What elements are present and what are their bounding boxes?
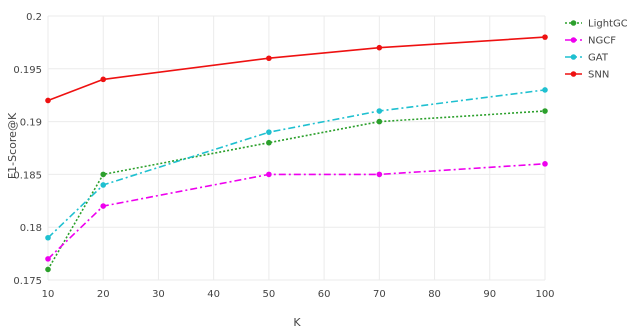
legend-label: NGCF [588,36,616,47]
x-tick-label: 70 [373,289,386,300]
legend-label: SNN [588,70,609,81]
data-point-lightgcn [376,118,383,125]
y-tick-label: 0.2 [26,12,42,23]
x-tick-label: 90 [483,289,496,300]
data-point-ngcf [542,161,548,167]
data-point-lightgcn [266,139,272,146]
x-tick-label: 50 [263,289,276,300]
series-lines [47,36,546,270]
legend-item-snn[interactable]: SNN [565,70,609,81]
x-tick-label: 80 [428,289,441,300]
legend-marker [570,37,577,43]
series-line-gat [47,89,546,239]
x-axis-title: K [293,316,301,329]
y-tick-label: 0.19 [20,118,42,129]
data-point-snn [542,34,548,40]
data-point-snn [45,97,51,104]
x-tick-label: 30 [152,289,165,300]
series-line-lightgcn [47,110,546,270]
data-point-lightgcn [542,108,548,114]
data-point-gat [266,129,272,135]
y-tick-label: 0.18 [20,223,42,234]
legend-marker [570,71,577,77]
y-axis-ticks: 0.175 0.18 0.185 0.19 0.195 0.2 [13,12,42,287]
legend-item-gat[interactable]: GAT [565,53,609,64]
y-tick-label: 0.185 [13,170,42,181]
legend-marker [570,54,577,60]
data-point-gat [45,234,51,241]
x-tick-label: 20 [97,289,110,300]
data-point-lightgcn [45,266,51,273]
x-tick-label: 60 [318,289,331,300]
data-point-ngcf [266,171,272,178]
y-tick-label: 0.195 [13,65,42,76]
series-markers [45,34,548,273]
y-tick-label: 0.175 [13,276,42,287]
data-point-ngcf [100,203,107,209]
y-axis-title: F1-Score@K [6,112,19,179]
data-point-ngcf [376,171,383,178]
data-point-lightgcn [100,171,107,178]
data-point-snn [266,55,272,62]
legend-label: GAT [588,53,609,64]
data-point-snn [100,76,107,83]
data-point-gat [376,108,383,114]
data-point-gat [542,87,548,93]
data-point-ngcf [45,256,51,262]
x-tick-label: 100 [535,289,554,300]
data-point-gat [100,182,107,188]
x-tick-label: 10 [42,289,55,300]
data-point-snn [376,44,383,51]
legend-marker [570,20,577,26]
x-tick-label: 40 [207,289,220,300]
legend-item-ngcf[interactable]: NGCF [565,36,616,47]
x-axis-ticks: 10 20 30 40 50 60 70 80 90 100 [42,289,555,300]
